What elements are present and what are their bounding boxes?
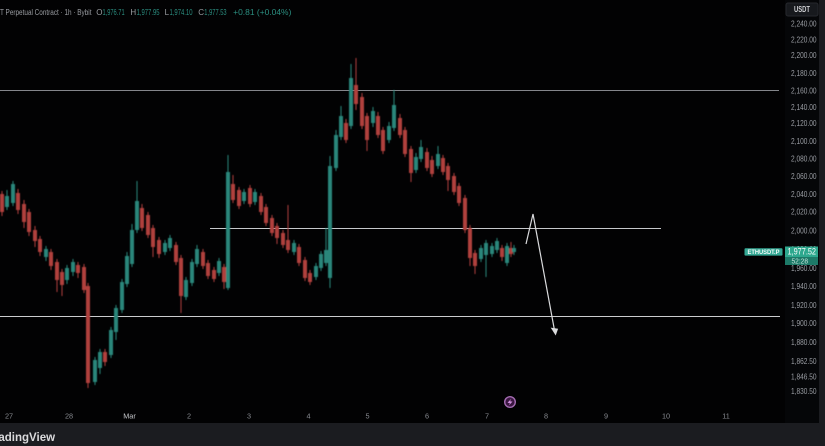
svg-text:USDT: USDT: [794, 5, 810, 14]
svg-text:5: 5: [365, 412, 369, 421]
svg-text:10: 10: [662, 412, 670, 421]
svg-text:H: H: [130, 8, 136, 17]
svg-text:8: 8: [544, 412, 548, 421]
svg-text:2,100.00: 2,100.00: [791, 136, 817, 146]
svg-text:2,060.00: 2,060.00: [791, 171, 817, 181]
svg-text:2,240.00: 2,240.00: [791, 19, 817, 29]
svg-text:ETHUSDT.P: ETHUSDT.P: [748, 249, 780, 256]
svg-text:L: L: [165, 8, 170, 17]
svg-text:C: C: [198, 8, 204, 17]
svg-text:1,977.95: 1,977.95: [137, 8, 160, 17]
svg-text:1,920.00: 1,920.00: [791, 300, 817, 310]
svg-text:T Perpetual Contract · 1h · By: T Perpetual Contract · 1h · Bybit: [0, 8, 92, 17]
svg-text:2,120.00: 2,120.00: [791, 118, 817, 128]
svg-text:2: 2: [187, 412, 191, 421]
svg-text:2,220.00: 2,220.00: [791, 35, 817, 45]
svg-text:2,080.00: 2,080.00: [791, 154, 817, 164]
svg-text:4: 4: [306, 412, 310, 421]
svg-text:52:28: 52:28: [792, 258, 809, 265]
svg-text:TradingView: TradingView: [0, 432, 55, 444]
svg-text:1,974.10: 1,974.10: [170, 8, 193, 17]
svg-text:1,880.00: 1,880.00: [791, 337, 817, 347]
svg-text:1,862.50: 1,862.50: [791, 356, 817, 366]
svg-text:2,040.00: 2,040.00: [791, 189, 817, 199]
svg-text:6: 6: [425, 412, 429, 421]
svg-text:2,180.00: 2,180.00: [791, 68, 817, 78]
svg-text:28: 28: [65, 412, 73, 421]
svg-text:7: 7: [485, 412, 489, 421]
svg-text:2,020.00: 2,020.00: [791, 207, 817, 217]
svg-text:1,940.00: 1,940.00: [791, 281, 817, 291]
svg-text:1,846.50: 1,846.50: [791, 372, 817, 382]
svg-text:Mar: Mar: [123, 412, 136, 421]
svg-text:1,960.00: 1,960.00: [791, 263, 817, 273]
svg-text:2,200.00: 2,200.00: [791, 50, 817, 60]
svg-text:2,000.00: 2,000.00: [791, 226, 817, 236]
svg-text:2,140.00: 2,140.00: [791, 102, 817, 112]
svg-text:27: 27: [5, 412, 13, 421]
svg-text:1,977.53: 1,977.53: [204, 8, 227, 17]
svg-text:1,900.00: 1,900.00: [791, 318, 817, 328]
svg-text:1,977.52: 1,977.52: [788, 247, 817, 257]
svg-text:9: 9: [604, 412, 608, 421]
svg-text:1,830.50: 1,830.50: [791, 386, 817, 396]
svg-text:11: 11: [722, 412, 730, 421]
svg-text:+0.81 (+0.04%): +0.81 (+0.04%): [233, 8, 292, 17]
svg-text:3: 3: [247, 412, 251, 421]
svg-text:2,160.00: 2,160.00: [791, 86, 817, 96]
svg-text:O: O: [96, 8, 102, 17]
svg-text:1,976.71: 1,976.71: [103, 8, 125, 17]
